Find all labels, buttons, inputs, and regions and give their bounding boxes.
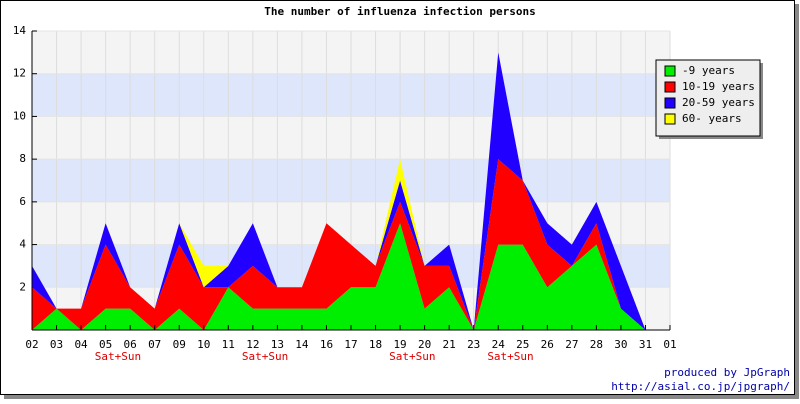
x-tick-label: 12: [246, 338, 259, 351]
x-tick-label: 25: [516, 338, 529, 351]
y-tick-label: 8: [19, 152, 26, 165]
x-tick-label: 01: [663, 338, 676, 351]
x-tick-label: 20: [418, 338, 431, 351]
x-tick-label: 11: [222, 338, 235, 351]
x-tick-label: 31: [639, 338, 652, 351]
x-tick-label: 07: [148, 338, 161, 351]
y-tick-label: 6: [19, 195, 26, 208]
chart-title: The number of influenza infection person…: [264, 5, 536, 18]
x-tick-label: 26: [541, 338, 554, 351]
y-tick-label: 12: [13, 67, 26, 80]
x-tick-label: 24: [492, 338, 506, 351]
y-tick-label: 2: [19, 280, 26, 293]
x-tick-label: 16: [320, 338, 333, 351]
y-tick-label: 10: [13, 109, 26, 122]
x-tick-label: 06: [124, 338, 137, 351]
y-tick-label: 4: [19, 238, 26, 251]
x-tick-label: 13: [271, 338, 284, 351]
annotation: Sat+Sun: [389, 350, 435, 363]
y-tick-label: 14: [13, 24, 27, 37]
x-tick-label: 14: [295, 338, 309, 351]
x-tick-label: 10: [197, 338, 210, 351]
annotation: Sat+Sun: [487, 350, 533, 363]
x-tick-label: 18: [369, 338, 382, 351]
x-tick-label: 09: [173, 338, 186, 351]
x-tick-label: 23: [467, 338, 480, 351]
x-tick-label: 28: [590, 338, 603, 351]
footer: produced by JpGraph: [664, 366, 790, 379]
footer: http://asial.co.jp/jpgraph/: [611, 380, 790, 393]
annotation: Sat+Sun: [95, 350, 141, 363]
annotation: Sat+Sun: [242, 350, 288, 363]
x-tick-label: 02: [25, 338, 38, 351]
legend-label: 10-19 years: [682, 80, 755, 93]
area: [32, 159, 646, 330]
legend-swatch: [664, 65, 676, 77]
area: [32, 223, 646, 330]
legend-swatch: [664, 97, 676, 109]
x-tick-label: 21: [443, 338, 456, 351]
x-tick-label: 27: [565, 338, 578, 351]
x-tick-label: 05: [99, 338, 112, 351]
x-tick-label: 03: [50, 338, 63, 351]
legend-label: 20-59 years: [682, 96, 755, 109]
legend-label: -9 years: [682, 64, 735, 77]
x-tick-label: 04: [74, 338, 88, 351]
legend-label: 60- years: [682, 112, 742, 125]
x-tick-label: 17: [344, 338, 357, 351]
legend-swatch: [664, 81, 676, 93]
legend-swatch: [664, 113, 676, 125]
x-tick-label: 30: [614, 338, 627, 351]
x-tick-label: 19: [393, 338, 406, 351]
